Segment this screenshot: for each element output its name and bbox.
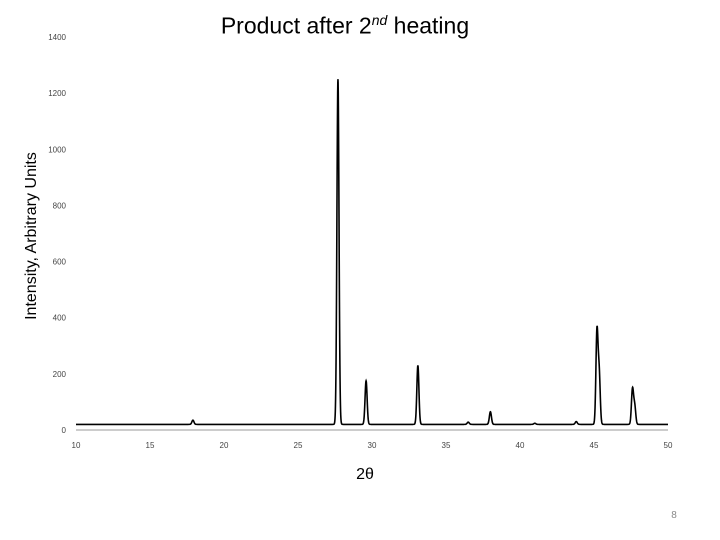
series-line — [76, 79, 668, 426]
y-tick-label: 800 — [53, 201, 67, 210]
x-tick-label: 40 — [516, 441, 525, 450]
x-tick-labels: 10 15 20 25 30 35 40 45 50 — [72, 441, 673, 450]
y-tick-label: 1400 — [48, 33, 66, 42]
y-tick-labels: 0 200 400 600 800 1000 1200 1400 — [48, 33, 66, 435]
y-tick-label: 400 — [53, 314, 67, 323]
x-tick-label: 30 — [368, 441, 377, 450]
y-tick-label: 1000 — [48, 145, 66, 154]
x-tick-label: 45 — [590, 441, 599, 450]
y-tick-label: 1200 — [48, 89, 66, 98]
page-number: 8 — [671, 510, 677, 521]
x-axis-label: 2θ — [356, 466, 374, 483]
x-tick-label: 15 — [146, 441, 155, 450]
x-tick-label: 10 — [72, 441, 81, 450]
x-tick-label: 25 — [294, 441, 303, 450]
chart-title: Product after 2nd heating — [220, 12, 470, 39]
y-tick-label: 600 — [53, 258, 67, 267]
x-tick-label: 20 — [220, 441, 229, 450]
y-tick-label: 200 — [53, 370, 67, 379]
y-tick-label: 0 — [62, 426, 67, 435]
x-tick-label: 50 — [664, 441, 673, 450]
x-tick-label: 35 — [442, 441, 451, 450]
